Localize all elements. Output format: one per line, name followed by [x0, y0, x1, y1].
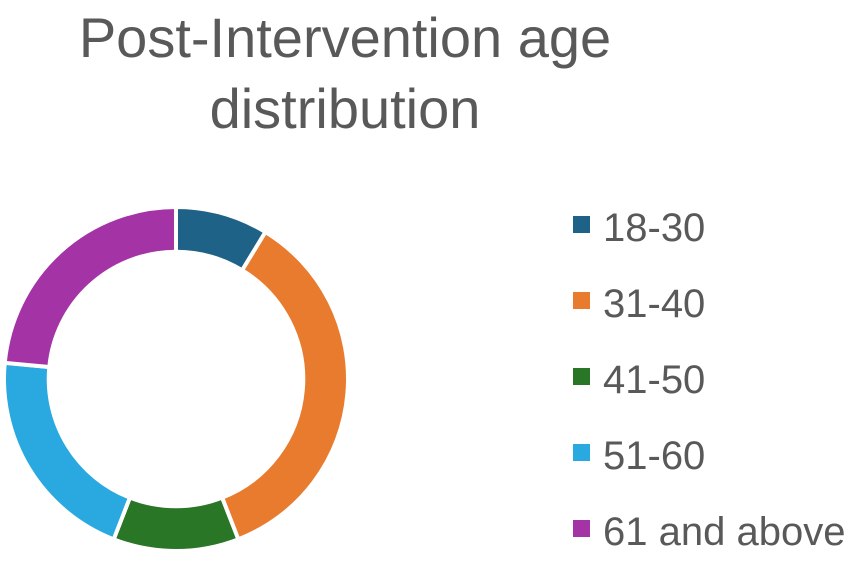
- legend-marker-icon: [573, 367, 590, 385]
- legend-marker-icon: [573, 215, 590, 233]
- legend-marker-icon: [573, 443, 590, 461]
- legend-label: 51-60: [603, 433, 706, 478]
- legend-item-61-and-above: 61 and above: [573, 494, 845, 570]
- legend-item-31-40: 31-40: [573, 266, 845, 342]
- legend-label: 18-30: [603, 205, 706, 250]
- donut-segment-41-50: [111, 495, 241, 554]
- legend-marker-icon: [573, 291, 590, 309]
- donut-chart: [2, 204, 350, 554]
- chart-title: Post-Intervention age distribution: [78, 6, 612, 140]
- legend-item-51-60: 51-60: [573, 418, 845, 494]
- donut-segment-61-and-above: [2, 204, 178, 370]
- chart-legend: 18-30 31-40 41-50 51-60 61 and above: [573, 190, 845, 570]
- legend-label: 41-50: [603, 357, 706, 402]
- legend-item-18-30: 18-30: [573, 190, 845, 266]
- legend-label: 31-40: [603, 281, 706, 326]
- legend-marker-icon: [573, 519, 590, 537]
- donut-segment-51-60: [2, 360, 133, 542]
- donut-segment-31-40: [219, 229, 350, 542]
- legend-label: 61 and above: [603, 509, 846, 554]
- legend-item-41-50: 41-50: [573, 342, 845, 418]
